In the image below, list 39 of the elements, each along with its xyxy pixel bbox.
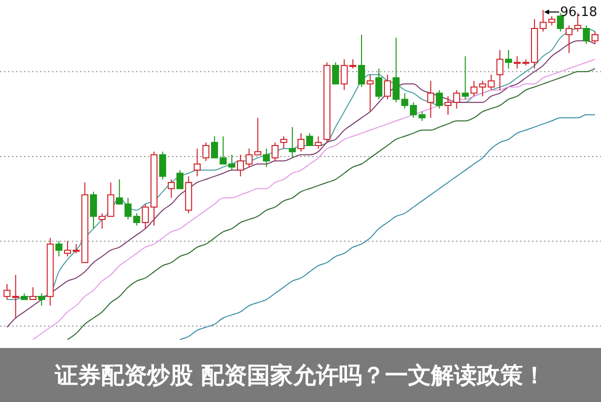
candlestick — [272, 142, 279, 162]
candlestick — [280, 136, 288, 150]
candlestick — [358, 34, 366, 88]
candlestick — [582, 24, 590, 44]
candlestick — [375, 68, 382, 100]
candlestick — [514, 56, 521, 70]
candlestick — [254, 117, 262, 156]
candlestick — [505, 50, 512, 70]
candlestick — [159, 151, 166, 180]
text: 证券配资炒股 配资国家允许吗？一文解读政策！ — [54, 362, 546, 389]
candlestick — [496, 50, 504, 91]
candlestick — [29, 286, 36, 300]
candlestick — [392, 37, 400, 103]
candlestick — [90, 191, 97, 230]
candlestick — [427, 80, 434, 118]
candlestick — [436, 90, 443, 110]
candlestick — [202, 142, 210, 162]
candlestick — [384, 74, 391, 100]
candlestick — [332, 62, 340, 84]
candlestick — [228, 154, 236, 171]
annotation: 96.18 — [560, 5, 598, 20]
candlestick — [462, 56, 469, 100]
candlestick — [98, 212, 106, 230]
candlestick — [38, 292, 46, 306]
candlestick — [194, 148, 201, 177]
candlestick — [262, 148, 270, 168]
candlestick — [314, 136, 322, 150]
candlestick — [349, 58, 356, 70]
candlestick — [176, 170, 184, 190]
candlestick — [366, 74, 374, 112]
candlestick — [107, 182, 114, 217]
candlestick — [168, 178, 175, 198]
candlestick — [548, 16, 556, 26]
candlestick — [592, 31, 598, 44]
candlestick — [288, 126, 296, 158]
candlestick — [55, 240, 62, 257]
candlestick — [306, 132, 314, 146]
candlestick — [298, 132, 304, 152]
candlestick — [340, 58, 348, 91]
